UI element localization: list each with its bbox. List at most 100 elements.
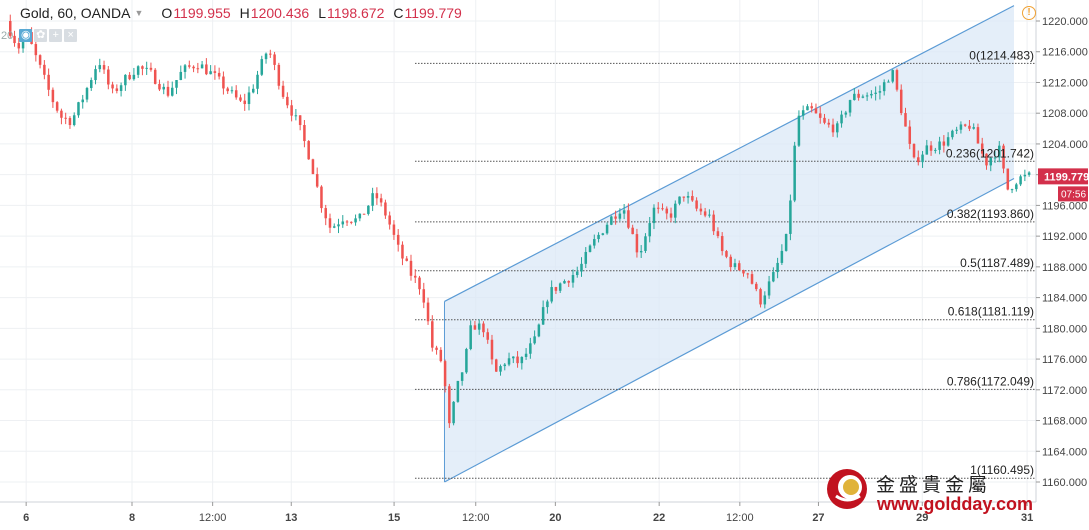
candle-body: [921, 154, 924, 163]
candle-body: [784, 233, 788, 251]
candle-body: [695, 200, 698, 209]
candle-body: [780, 250, 784, 263]
candle-body: [60, 110, 63, 118]
price-tick-label: 1208.000: [1042, 108, 1088, 120]
candle-body: [887, 81, 890, 83]
candle-body: [699, 208, 703, 212]
candle-body: [776, 262, 779, 273]
candle-body: [512, 356, 515, 359]
candle-body: [401, 244, 404, 259]
high-label: H: [239, 5, 250, 21]
alert-icon[interactable]: !: [1022, 6, 1036, 20]
countdown-value: 07:56: [1061, 189, 1086, 200]
candle-body: [588, 245, 592, 252]
candle-body: [682, 196, 686, 198]
candle-body: [332, 226, 336, 228]
channel-lower-line: [444, 177, 1015, 483]
candle-body: [418, 277, 421, 290]
plus-icon[interactable]: +: [49, 29, 63, 42]
candle-body: [767, 281, 771, 296]
candle-body: [141, 66, 144, 69]
candle-body: [865, 95, 869, 97]
candle-body: [567, 280, 570, 283]
candle-body: [614, 216, 617, 219]
candle-body: [1015, 184, 1018, 190]
candle-body: [831, 124, 835, 133]
candle-body: [929, 145, 933, 151]
candle-body: [737, 263, 741, 271]
candle-body: [580, 263, 583, 272]
candle-body: [610, 216, 613, 225]
chevron-down-icon[interactable]: ▼: [134, 8, 144, 18]
candle-body: [985, 153, 988, 166]
candle-body: [247, 92, 251, 105]
candle-body: [686, 196, 690, 198]
candle-body: [9, 21, 12, 36]
candle-body: [175, 80, 178, 88]
candle-body: [529, 343, 532, 354]
countdown-tag: [1058, 186, 1088, 202]
candle-body: [980, 143, 984, 154]
candle-body: [328, 218, 332, 228]
price-tick-label: 1176.000: [1042, 354, 1087, 366]
candle-body: [1023, 174, 1027, 177]
candle-body: [593, 239, 596, 246]
candle-body: [720, 236, 724, 252]
candle-body: [631, 227, 634, 235]
watermark-cn: 金盛貴金屬: [876, 474, 992, 496]
candle-body: [733, 263, 737, 268]
price-tick-label: 1168.000: [1042, 416, 1087, 428]
candle-body: [379, 198, 383, 203]
candle-body: [384, 202, 387, 216]
candle-body: [691, 196, 694, 201]
candle-body: [827, 122, 831, 125]
candle-body: [656, 207, 660, 209]
candle-body: [507, 358, 511, 365]
candle-body: [230, 90, 234, 92]
price-tick-label: 1216.000: [1042, 47, 1088, 59]
candle-body: [298, 115, 302, 126]
candle-body: [388, 215, 391, 225]
candle-body: [200, 64, 204, 69]
candle-body: [81, 99, 84, 103]
gear-icon[interactable]: ✿: [34, 29, 48, 42]
symbol-title[interactable]: Gold, 60, OANDA: [20, 5, 131, 21]
candle-body: [644, 236, 647, 251]
candle-body: [94, 69, 97, 81]
candle-body: [729, 256, 732, 268]
candle-body: [460, 372, 464, 381]
candle-body: [367, 205, 370, 214]
candle-body: [431, 321, 434, 348]
candle-body: [857, 93, 860, 98]
candle-body: [938, 141, 941, 150]
candle-body: [908, 126, 912, 144]
close-icon[interactable]: ×: [64, 29, 78, 42]
candle-body: [934, 149, 937, 151]
candle-body: [712, 214, 715, 232]
candle-body: [153, 69, 157, 84]
candle-body: [1019, 176, 1022, 185]
candle-body: [251, 88, 255, 93]
candle-body: [601, 233, 605, 235]
candle-body: [435, 347, 438, 350]
candle-body: [870, 93, 873, 96]
time-tick-label: 20: [549, 512, 561, 524]
time-tick-label: 12:00: [462, 512, 490, 524]
candle-body: [524, 353, 528, 357]
fib-level-label: 0.618(1181.119): [948, 305, 1034, 319]
close-label: C: [393, 5, 404, 21]
candle-body: [337, 224, 340, 227]
candle-body: [797, 115, 801, 146]
candle-body: [895, 70, 899, 90]
candle-body: [243, 100, 246, 105]
candle-body: [47, 74, 50, 90]
candle-body: [209, 71, 212, 75]
candle-body: [136, 66, 140, 75]
candle-body: [162, 86, 165, 90]
candle-body: [477, 323, 481, 330]
candle-body: [196, 68, 200, 70]
candle-body: [951, 130, 954, 138]
candle-body: [874, 92, 877, 94]
eye-icon[interactable]: ◉: [19, 29, 33, 42]
